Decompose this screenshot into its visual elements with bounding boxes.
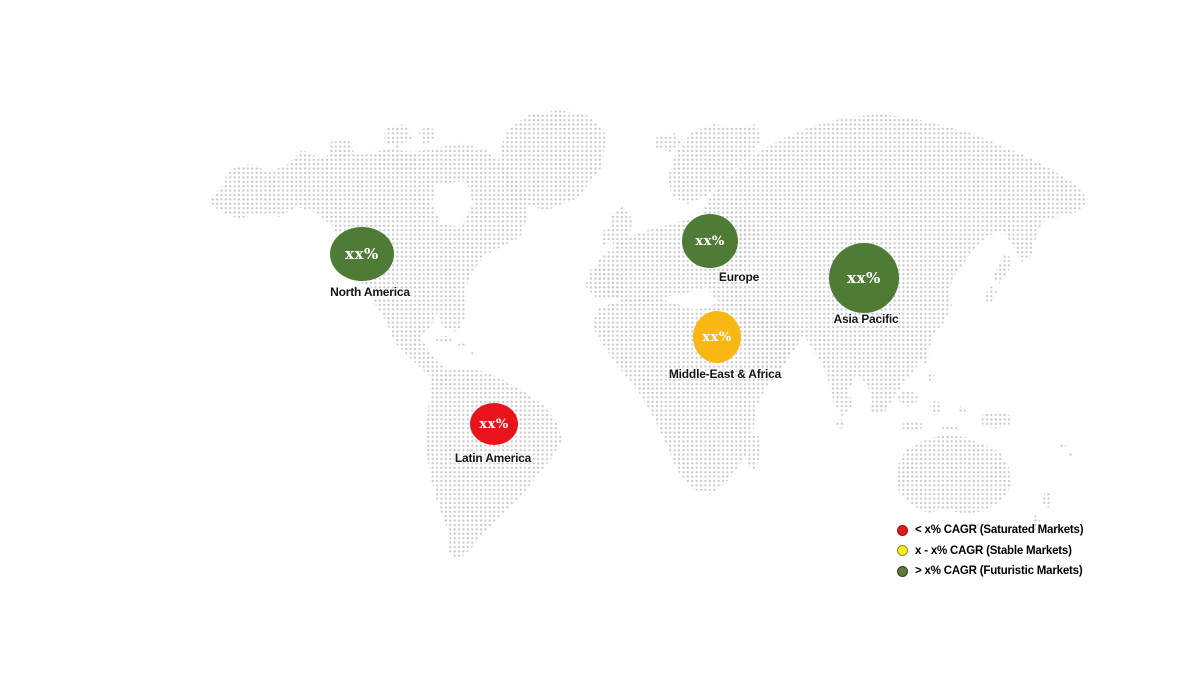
- tasmania: [974, 523, 982, 529]
- philippines: [921, 351, 929, 365]
- borneo: [898, 390, 918, 406]
- region-cagr-value: xx%: [345, 244, 379, 263]
- lesser-sunda: [942, 425, 958, 431]
- legend-dot-icon: [897, 545, 908, 557]
- legend-item-label: > x% CAGR (Futuristic Markets): [915, 565, 1083, 578]
- legend-dot-icon: [897, 524, 908, 536]
- legend-item-label: x - x% CAGR (Stable Markets): [915, 544, 1072, 557]
- british-isles: [600, 206, 633, 250]
- region-bubble[interactable]: xx%: [693, 311, 741, 363]
- arctic-islands: [328, 124, 436, 172]
- region-label: Asia Pacific: [833, 312, 899, 326]
- region-label: Middle-East & Africa: [668, 367, 782, 381]
- region-cagr-value: xx%: [702, 329, 732, 345]
- region-bubble[interactable]: xx%: [330, 227, 394, 281]
- hispaniola: [457, 343, 467, 349]
- legend-item-label: < x% CAGR (Saturated Markets): [915, 524, 1084, 537]
- legend-dot-icon: [897, 565, 908, 577]
- africa: [592, 296, 793, 494]
- pacific-island-3: [1052, 527, 1058, 533]
- greenland: [497, 110, 607, 211]
- new-guinea: [980, 412, 1012, 428]
- pacific-island-1: [1060, 443, 1066, 449]
- region-label: North America: [330, 285, 410, 299]
- puerto-rico: [470, 350, 476, 354]
- japan: [983, 252, 1013, 304]
- legend-item: > x% CAGR (Futuristic Markets): [897, 561, 1083, 582]
- region-bubble[interactable]: xx%: [829, 243, 899, 313]
- region-cagr-value: xx%: [479, 416, 509, 432]
- maluku: [958, 406, 966, 414]
- region-bubble[interactable]: xx%: [470, 403, 518, 445]
- new-zealand-south: [1032, 515, 1040, 533]
- cuba: [435, 336, 453, 342]
- legend-item: x - x% CAGR (Stable Markets): [897, 541, 1083, 562]
- region-cagr-value: xx%: [695, 233, 725, 249]
- region-label: Latin America: [454, 451, 532, 465]
- legend: < x% CAGR (Saturated Markets) x - x% CAG…: [897, 520, 1084, 582]
- new-zealand-north: [1043, 492, 1051, 508]
- philippines-south: [927, 371, 935, 381]
- sri-lanka: [836, 419, 844, 429]
- iceland: [655, 133, 682, 152]
- madagascar: [744, 432, 762, 470]
- legend-item: < x% CAGR (Saturated Markets): [897, 520, 1084, 541]
- java: [899, 422, 925, 430]
- south-america: [426, 368, 562, 560]
- region-cagr-value: xx%: [847, 268, 881, 287]
- region-label: Europe: [718, 270, 760, 284]
- iberia: [585, 266, 628, 300]
- sulawesi: [930, 401, 942, 415]
- pacific-island-2: [1067, 452, 1073, 458]
- australia: [896, 435, 1011, 514]
- sumatra: [869, 403, 887, 413]
- region-bubble[interactable]: xx%: [682, 214, 738, 268]
- scandinavia: [668, 124, 762, 204]
